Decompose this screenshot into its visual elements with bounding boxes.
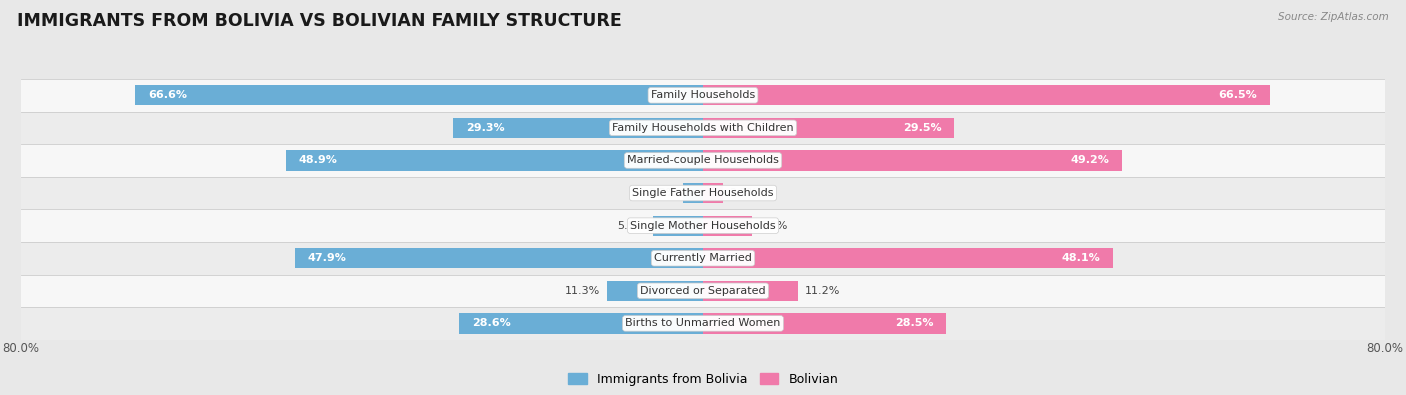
Text: 29.3%: 29.3%: [465, 123, 505, 133]
Legend: Immigrants from Bolivia, Bolivian: Immigrants from Bolivia, Bolivian: [562, 368, 844, 391]
Bar: [453, 118, 703, 138]
Text: Single Father Households: Single Father Households: [633, 188, 773, 198]
Bar: [460, 313, 703, 333]
Bar: [21, 144, 1385, 177]
Text: 11.2%: 11.2%: [806, 286, 841, 296]
Bar: [21, 79, 1385, 111]
Text: IMMIGRANTS FROM BOLIVIA VS BOLIVIAN FAMILY STRUCTURE: IMMIGRANTS FROM BOLIVIA VS BOLIVIAN FAMI…: [17, 12, 621, 30]
Text: Divorced or Separated: Divorced or Separated: [640, 286, 766, 296]
Text: 49.2%: 49.2%: [1071, 156, 1109, 166]
Text: Married-couple Households: Married-couple Households: [627, 156, 779, 166]
Text: Single Mother Households: Single Mother Households: [630, 221, 776, 231]
Bar: [652, 216, 703, 236]
Text: 29.5%: 29.5%: [903, 123, 942, 133]
Text: 2.3%: 2.3%: [648, 188, 676, 198]
Text: 48.9%: 48.9%: [299, 156, 337, 166]
Bar: [21, 112, 1385, 144]
Text: 5.8%: 5.8%: [759, 221, 787, 231]
Bar: [21, 242, 1385, 275]
Bar: [21, 275, 1385, 307]
Text: 28.6%: 28.6%: [472, 318, 510, 328]
Bar: [703, 150, 1122, 171]
Text: Source: ZipAtlas.com: Source: ZipAtlas.com: [1278, 12, 1389, 22]
Bar: [703, 281, 799, 301]
Bar: [703, 313, 946, 333]
Text: 48.1%: 48.1%: [1062, 253, 1101, 263]
Text: 66.6%: 66.6%: [148, 90, 187, 100]
Bar: [606, 281, 703, 301]
Bar: [703, 118, 955, 138]
Bar: [135, 85, 703, 105]
Text: 11.3%: 11.3%: [565, 286, 600, 296]
Bar: [21, 209, 1385, 242]
Bar: [683, 183, 703, 203]
Text: Births to Unmarried Women: Births to Unmarried Women: [626, 318, 780, 328]
Bar: [703, 85, 1270, 105]
Bar: [287, 150, 703, 171]
Text: 2.3%: 2.3%: [730, 188, 758, 198]
Bar: [295, 248, 703, 268]
Bar: [703, 216, 752, 236]
Text: 47.9%: 47.9%: [308, 253, 346, 263]
Bar: [21, 307, 1385, 340]
Text: 28.5%: 28.5%: [894, 318, 934, 328]
Text: 5.9%: 5.9%: [617, 221, 645, 231]
Text: 66.5%: 66.5%: [1219, 90, 1257, 100]
Text: Family Households: Family Households: [651, 90, 755, 100]
Text: Family Households with Children: Family Households with Children: [612, 123, 794, 133]
Bar: [703, 248, 1114, 268]
Text: Currently Married: Currently Married: [654, 253, 752, 263]
Bar: [21, 177, 1385, 209]
Bar: [703, 183, 723, 203]
